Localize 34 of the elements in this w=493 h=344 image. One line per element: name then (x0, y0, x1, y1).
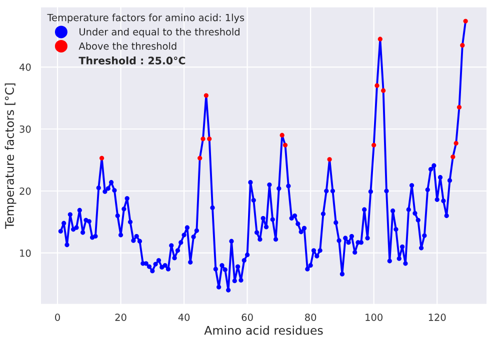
point (327, 157, 332, 162)
point (381, 88, 386, 93)
x-tick-label: 80 (305, 314, 316, 321)
x-tick-label: 120 (428, 314, 446, 321)
point (282, 142, 288, 148)
y-tick-label: 20 (20, 187, 31, 195)
point (372, 142, 376, 148)
point (200, 136, 206, 142)
point (454, 140, 458, 146)
point (456, 105, 462, 110)
point (378, 36, 382, 42)
point (460, 43, 465, 48)
x-axis-title: Amino acid residues (204, 326, 323, 335)
y-axis-title: Temperature factors [°C] (4, 83, 16, 229)
y-tick-label: 30 (20, 125, 31, 133)
y-tick-label: 40 (20, 63, 31, 71)
point (99, 156, 104, 160)
point (374, 83, 380, 88)
legend-label: Under and equal to the threshold (80, 28, 240, 38)
x-tick-label: 20 (115, 314, 126, 321)
point (204, 93, 208, 98)
y-tick-label: 10 (20, 249, 31, 257)
x-tick-label: 0 (55, 314, 60, 321)
point (280, 132, 284, 138)
x-tick-label: 40 (178, 314, 190, 321)
point (450, 154, 456, 160)
point (207, 136, 212, 142)
legend-title: Temperature factors for amino acid: 1lys (47, 14, 244, 24)
x-tick-label: 100 (366, 314, 382, 321)
annotation: Threshold : 25.0°C (78, 56, 186, 64)
point (198, 156, 202, 160)
point (463, 18, 468, 24)
x-tick-label: 60 (242, 314, 253, 321)
legend-label: Above the threshold (78, 42, 176, 50)
